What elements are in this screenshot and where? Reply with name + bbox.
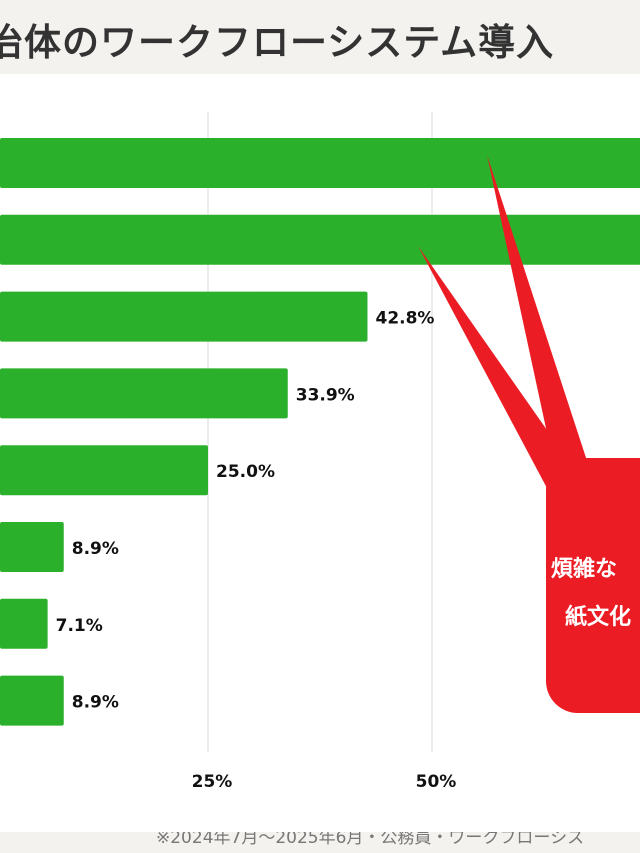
callout-line: 煩雑な (551, 557, 618, 582)
bar (0, 138, 640, 188)
callout-text: 煩雑な 紙文化 (551, 546, 631, 642)
bar (0, 522, 64, 572)
bar (0, 291, 368, 342)
callout-line: 紙文化 (565, 605, 632, 630)
data-label: 42.8% (375, 309, 434, 329)
x-tick-label: 25% (192, 772, 233, 792)
footnote: ※2024年7月〜2025年6月・公務員・ワークフローシス (156, 832, 585, 848)
callout-spike (418, 246, 575, 490)
bar (0, 598, 48, 649)
x-tick-label: 50% (416, 772, 457, 792)
chart-title: 治体のワークフローシステム導入 (0, 21, 555, 64)
bar (0, 445, 208, 496)
bar (0, 368, 288, 419)
title-band: 治体のワークフローシステム導入 (0, 0, 640, 74)
footer-band: ※2024年7月〜2025年6月・公務員・ワークフローシス (0, 832, 640, 853)
data-label: 7.1% (56, 616, 103, 636)
bar (0, 214, 640, 265)
data-label: 8.9% (72, 539, 119, 559)
data-label: 33.9% (296, 385, 355, 405)
callout-spike (487, 155, 590, 470)
data-label: 25.0% (216, 462, 275, 482)
bar (0, 675, 64, 726)
callout-bubble (546, 458, 640, 713)
data-label: 8.9% (72, 693, 119, 713)
